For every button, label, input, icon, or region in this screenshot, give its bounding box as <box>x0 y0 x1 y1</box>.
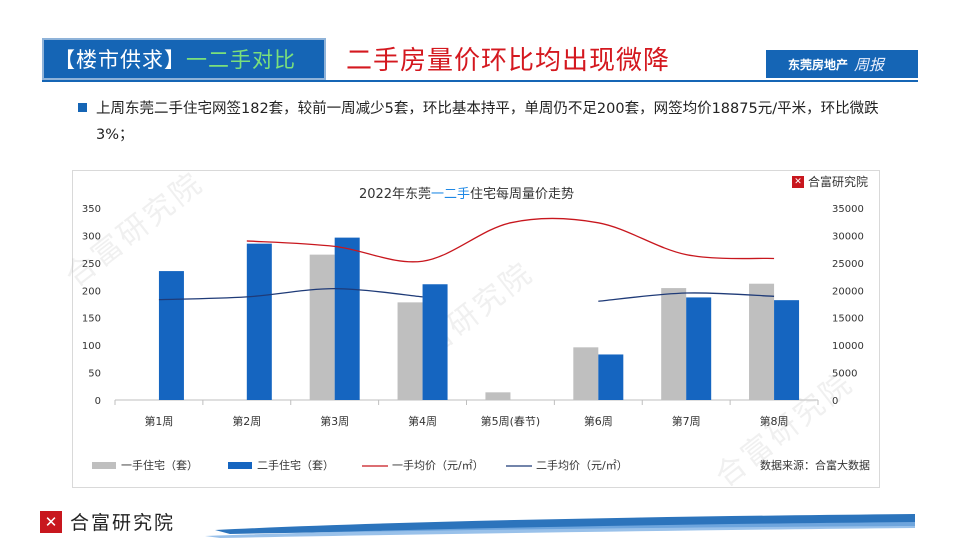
chart-brand-logo: ✕ 合富研究院 <box>792 173 868 190</box>
bar-new-2 <box>309 254 335 400</box>
section-label: 【楼市供求】 <box>54 48 186 72</box>
logo-icon: ✕ <box>792 175 804 188</box>
footer-swoosh <box>215 514 915 534</box>
y-left-tick-label: 300 <box>82 231 101 242</box>
summary-text: 上周东莞二手住宅网签182套，较前一周减少5套，环比基本持平，单周仍不足200套… <box>96 101 879 143</box>
line-new-segment-0 <box>246 217 775 263</box>
x-tick-label: 第7周 <box>672 414 701 428</box>
line-second-segment-1 <box>598 292 775 302</box>
y-right-tick-label: 15000 <box>832 314 864 325</box>
y-left-tick-label: 50 <box>88 369 101 380</box>
bar-second-2 <box>334 237 360 400</box>
footer-logo-icon: ✕ <box>40 510 62 533</box>
bar-new-7 <box>749 283 775 400</box>
y-right-tick-label: 20000 <box>832 286 864 297</box>
bar-second-3 <box>422 284 448 400</box>
y-left-tick-label: 0 <box>95 396 101 407</box>
section-banner: 【楼市供求】 一二手对比 <box>42 38 326 80</box>
footer-swoosh-light <box>205 522 915 538</box>
x-tick-label: 第6周 <box>584 414 613 428</box>
x-tick-label: 第3周 <box>320 414 349 428</box>
legend-swatch-1 <box>228 462 252 469</box>
x-tick-label: 第5周(春节) <box>481 414 541 428</box>
chart-title-part-1: 一二手 <box>431 187 470 202</box>
chart-panel <box>72 170 880 488</box>
chart-title: 2022年东莞一二手住宅每周量价走势 <box>359 186 574 202</box>
y-right-tick-label: 35000 <box>832 204 864 215</box>
y-right-tick-label: 30000 <box>832 231 864 242</box>
section-subtitle: 一二手对比 <box>186 48 296 72</box>
line-second-segment-0 <box>158 287 423 301</box>
legend-swatch-0 <box>92 462 116 469</box>
footer-logo-text: 合富研究院 <box>70 512 176 534</box>
bar-second-7 <box>774 300 800 400</box>
x-tick-label: 第1周 <box>144 414 173 428</box>
bar-new-5 <box>573 347 599 400</box>
brand-name: 东莞房地产 <box>788 57 849 72</box>
y-right-tick-label: 5000 <box>832 369 857 380</box>
header-divider <box>42 80 918 82</box>
brand-script: 周报 <box>854 55 885 74</box>
y-right-tick-label: 25000 <box>832 259 864 270</box>
y-right-tick-label: 10000 <box>832 341 864 352</box>
bar-second-0 <box>158 271 184 400</box>
x-tick-label: 第8周 <box>760 414 789 428</box>
bar-second-5 <box>598 354 624 400</box>
chart-brand-text: 合富研究院 <box>808 175 869 189</box>
chart-title-part-0: 2022年东莞 <box>359 187 431 202</box>
y-left-tick-label: 200 <box>82 286 101 297</box>
bullet-icon <box>78 103 87 112</box>
source-note: 数据来源：合富大数据 <box>760 458 870 472</box>
bar-new-4 <box>485 392 511 400</box>
chart-title-part-2: 住宅每周量价走势 <box>470 186 574 202</box>
y-left-tick-label: 350 <box>82 204 101 215</box>
legend-label-3: 二手均价（元/㎡） <box>536 458 628 472</box>
x-tick-label: 第4周 <box>408 414 437 428</box>
brand-badge: 东莞房地产 周报 <box>766 50 918 78</box>
bar-new-3 <box>397 302 423 400</box>
page-headline: 二手房量价环比均出现微降 <box>346 46 671 76</box>
y-left-tick-label: 150 <box>82 314 101 325</box>
y-left-tick-label: 100 <box>82 341 101 352</box>
footer-logo: ✕ 合富研究院 <box>40 508 175 535</box>
bar-new-6 <box>661 288 687 400</box>
legend-label-1: 二手住宅（套） <box>257 458 334 472</box>
legend-label-0: 一手住宅（套） <box>121 458 198 472</box>
bar-second-6 <box>686 297 712 400</box>
bar-second-1 <box>246 243 272 400</box>
x-tick-label: 第2周 <box>232 414 261 428</box>
legend-label-2: 一手均价（元/㎡） <box>392 458 484 472</box>
y-left-tick-label: 250 <box>82 259 101 270</box>
y-right-tick-label: 0 <box>832 396 838 407</box>
